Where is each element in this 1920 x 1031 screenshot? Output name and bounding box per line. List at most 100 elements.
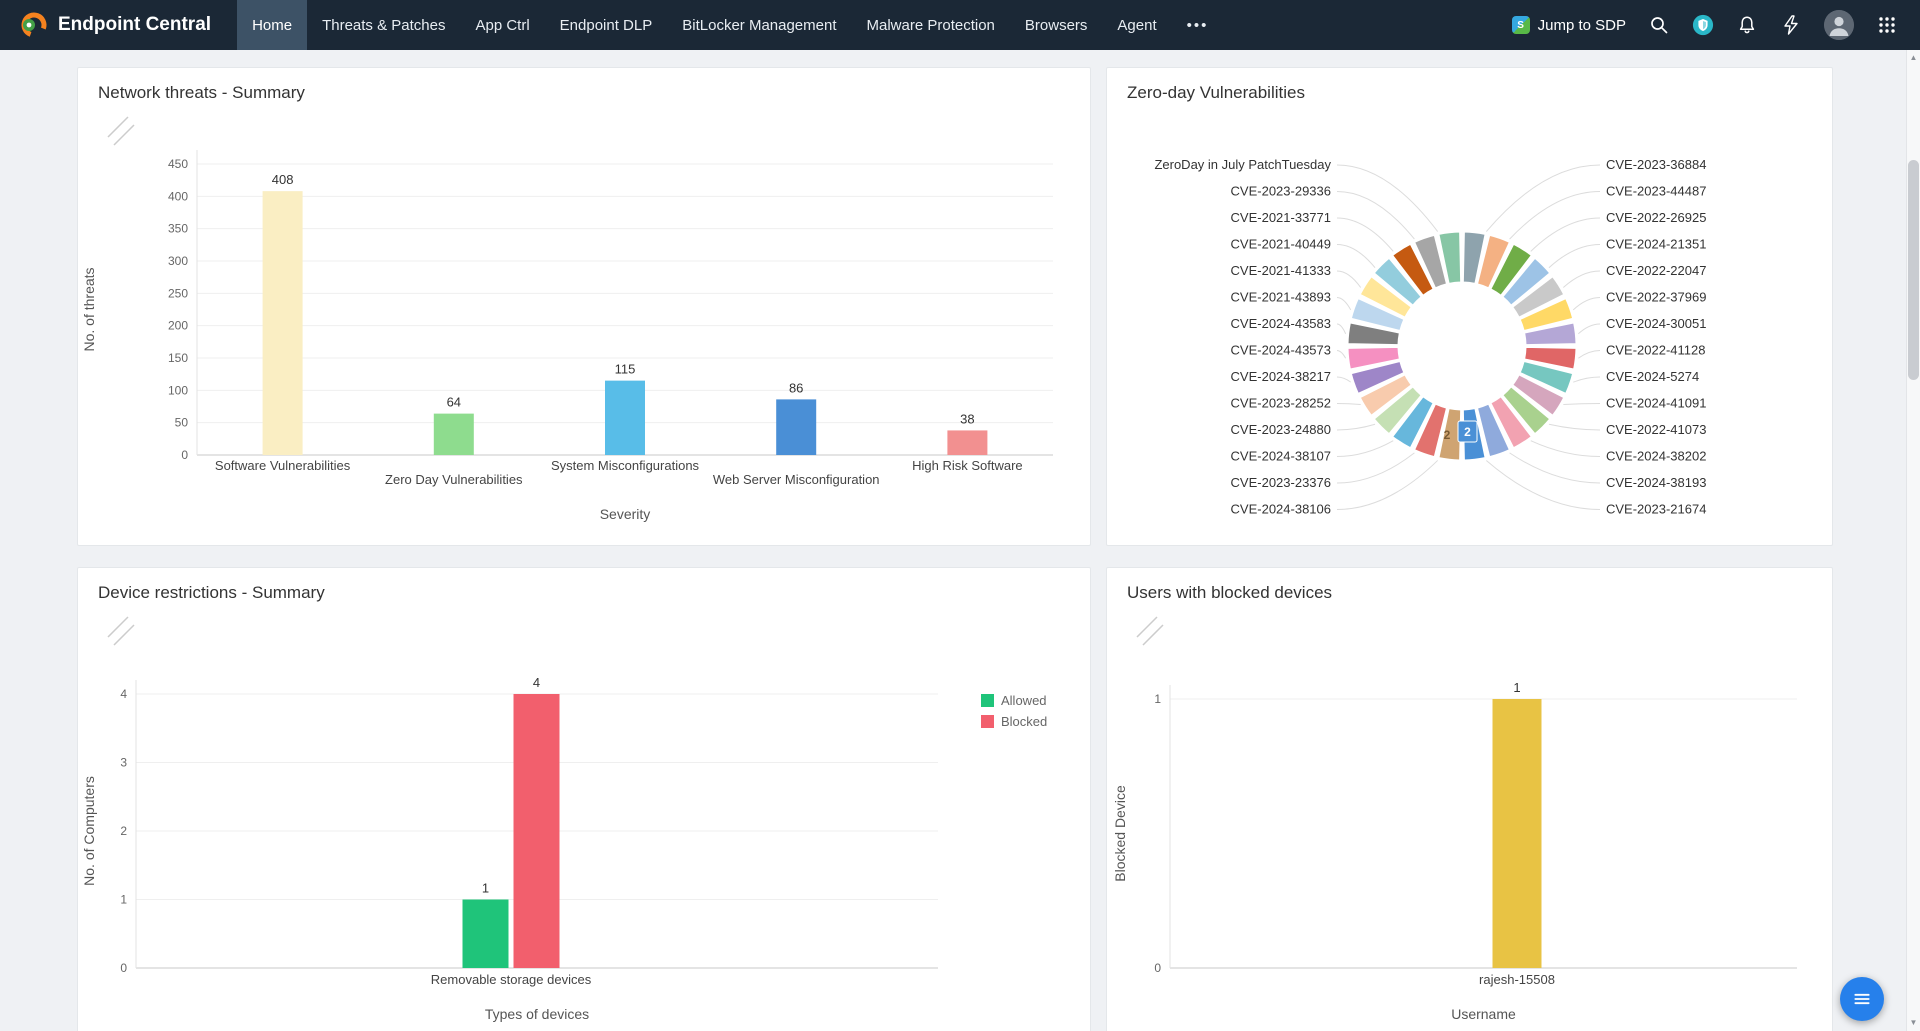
- svg-text:350: 350: [168, 222, 188, 236]
- svg-text:50: 50: [175, 416, 189, 430]
- svg-text:Zero Day Vulnerabilities: Zero Day Vulnerabilities: [385, 472, 523, 487]
- search-icon[interactable]: [1648, 14, 1670, 36]
- svg-text:CVE-2023-36884: CVE-2023-36884: [1606, 157, 1706, 172]
- svg-text:250: 250: [168, 286, 188, 300]
- svg-text:CVE-2024-41091: CVE-2024-41091: [1606, 396, 1706, 411]
- svg-text:System Misconfigurations: System Misconfigurations: [551, 458, 700, 473]
- svg-text:300: 300: [168, 254, 188, 268]
- svg-text:2: 2: [1464, 425, 1471, 439]
- svg-text:Blocked Device: Blocked Device: [1112, 785, 1128, 882]
- svg-text:100: 100: [168, 383, 188, 397]
- svg-text:Username: Username: [1451, 1006, 1516, 1022]
- flash-icon[interactable]: [1780, 14, 1802, 36]
- nav-item-home[interactable]: Home: [237, 0, 308, 50]
- svg-text:CVE-2021-40449: CVE-2021-40449: [1231, 237, 1331, 252]
- sdp-icon: S: [1511, 16, 1530, 34]
- user-avatar[interactable]: [1824, 10, 1854, 40]
- svg-text:Web Server Misconfiguration: Web Server Misconfiguration: [713, 472, 880, 487]
- svg-text:200: 200: [168, 319, 188, 333]
- svg-text:2: 2: [1444, 428, 1451, 442]
- security-shield-icon[interactable]: [1692, 14, 1714, 36]
- jump-to-sdp-label: Jump to SDP: [1537, 16, 1626, 34]
- svg-text:400: 400: [168, 189, 188, 203]
- scroll-down-button[interactable]: ▼: [1909, 1018, 1918, 1027]
- svg-text:64: 64: [447, 395, 461, 410]
- svg-text:450: 450: [168, 157, 188, 171]
- nav-right-cluster: S Jump to SDP: [1511, 0, 1920, 50]
- nav-menu: Home Threats & Patches App Ctrl Endpoint…: [237, 0, 1223, 50]
- svg-text:CVE-2021-43893: CVE-2021-43893: [1231, 290, 1331, 305]
- nav-item-malware-protection[interactable]: Malware Protection: [866, 16, 995, 34]
- svg-text:Types of devices: Types of devices: [485, 1006, 589, 1022]
- card-title-device-restrictions: Device restrictions - Summary: [98, 583, 325, 602]
- svg-text:4: 4: [120, 687, 127, 701]
- svg-text:CVE-2024-38217: CVE-2024-38217: [1231, 369, 1331, 384]
- nav-item-endpoint-dlp[interactable]: Endpoint DLP: [559, 16, 653, 34]
- card-title-zero-day: Zero-day Vulnerabilities: [1127, 83, 1305, 102]
- svg-text:CVE-2024-43573: CVE-2024-43573: [1231, 343, 1331, 358]
- svg-text:CVE-2022-22047: CVE-2022-22047: [1606, 263, 1706, 278]
- svg-text:No. of threats: No. of threats: [81, 267, 97, 351]
- zero-day-donut-chart[interactable]: ZeroDay in July PatchTuesday CVE-2023-293…: [1107, 112, 1832, 545]
- svg-text:0: 0: [1154, 961, 1161, 975]
- svg-text:2: 2: [120, 824, 127, 838]
- svg-text:rajesh-15508: rajesh-15508: [1479, 972, 1555, 987]
- svg-text:CVE-2024-30051: CVE-2024-30051: [1606, 316, 1706, 331]
- menu-icon: [1854, 993, 1870, 1005]
- svg-text:CVE-2024-43583: CVE-2024-43583: [1231, 316, 1331, 331]
- svg-text:38: 38: [960, 411, 974, 426]
- svg-text:ZeroDay in July PatchTuesday: ZeroDay in July PatchTuesday: [1154, 157, 1331, 172]
- svg-text:CVE-2023-29336: CVE-2023-29336: [1231, 184, 1331, 199]
- svg-text:86: 86: [789, 380, 803, 395]
- apps-grid-icon[interactable]: [1876, 14, 1898, 36]
- nav-item-app-ctrl[interactable]: App Ctrl: [475, 16, 530, 34]
- scroll-up-button[interactable]: ▲: [1909, 53, 1918, 62]
- card-users-blocked-devices: Users with blocked devices 0 1 rajesh-1550…: [1106, 567, 1833, 1031]
- svg-text:0: 0: [120, 961, 127, 975]
- jump-to-sdp-button[interactable]: S Jump to SDP: [1511, 16, 1626, 34]
- quick-actions-fab[interactable]: [1840, 977, 1884, 1021]
- scrollbar-thumb[interactable]: [1908, 160, 1919, 380]
- svg-text:CVE-2024-38107: CVE-2024-38107: [1231, 449, 1331, 464]
- svg-text:Software Vulnerabilities: Software Vulnerabilities: [215, 458, 351, 473]
- card-title-users-blocked: Users with blocked devices: [1127, 583, 1333, 602]
- card-title-network-threats: Network threats - Summary: [98, 83, 305, 102]
- svg-text:CVE-2022-41128: CVE-2022-41128: [1606, 343, 1706, 358]
- svg-text:115: 115: [615, 362, 636, 377]
- svg-text:No. of Computers: No. of Computers: [81, 776, 97, 886]
- svg-text:CVE-2023-24880: CVE-2023-24880: [1231, 422, 1331, 437]
- svg-text:CVE-2024-38106: CVE-2024-38106: [1231, 502, 1331, 517]
- svg-text:1: 1: [1513, 680, 1520, 695]
- nav-item-threats-patches[interactable]: Threats & Patches: [322, 16, 446, 34]
- svg-text:CVE-2022-26925: CVE-2022-26925: [1606, 210, 1706, 225]
- blocked-users-bar-chart[interactable]: 0 1 rajesh-15508 1 Username Blocked Device: [1107, 612, 1832, 1031]
- card-network-threats: Network threats - Summary 0 50 100 150 200 25…: [77, 67, 1091, 546]
- svg-text:1: 1: [482, 881, 489, 896]
- svg-text:CVE-2024-5274: CVE-2024-5274: [1606, 369, 1699, 384]
- notification-bell-icon[interactable]: [1736, 14, 1758, 36]
- dashboard-content: Network threats - Summary 0 50 100 150 200 25…: [0, 50, 1906, 1031]
- svg-text:4: 4: [533, 675, 540, 690]
- svg-text:CVE-2022-37969: CVE-2022-37969: [1606, 290, 1706, 305]
- svg-text:CVE-2023-21674: CVE-2023-21674: [1606, 502, 1706, 517]
- scrollbar[interactable]: ▲ ▼: [1906, 50, 1920, 1031]
- svg-text:Blocked: Blocked: [1001, 714, 1047, 729]
- svg-text:High Risk Software: High Risk Software: [912, 458, 1023, 473]
- nav-item-agent[interactable]: Agent: [1117, 16, 1157, 34]
- svg-text:CVE-2021-41333: CVE-2021-41333: [1231, 263, 1331, 278]
- network-threats-bar-chart[interactable]: 0 50 100 150 200 250 300 350 400 450 Software Vuln…: [78, 112, 1090, 545]
- svg-text:Allowed: Allowed: [1001, 693, 1047, 708]
- brand-name: Endpoint Central: [58, 14, 212, 35]
- nav-item-browsers[interactable]: Browsers: [1024, 16, 1088, 34]
- svg-text:CVE-2023-44487: CVE-2023-44487: [1606, 184, 1706, 199]
- svg-text:CVE-2023-28252: CVE-2023-28252: [1231, 396, 1331, 411]
- brand[interactable]: Endpoint Central: [0, 0, 237, 50]
- device-restrictions-bar-chart[interactable]: 0 1 2 3 4 Removable storage devices 1 4 Types of…: [78, 612, 1090, 1031]
- nav-item-bitlocker[interactable]: BitLocker Management: [682, 16, 837, 34]
- svg-text:1: 1: [1154, 692, 1161, 706]
- endpoint-central-logo: [21, 12, 47, 38]
- more-menu-icon[interactable]: •••: [1186, 16, 1209, 34]
- svg-text:150: 150: [168, 351, 188, 365]
- svg-text:CVE-2024-21351: CVE-2024-21351: [1606, 237, 1706, 252]
- top-nav: Endpoint Central Home Threats & Patches …: [0, 0, 1920, 50]
